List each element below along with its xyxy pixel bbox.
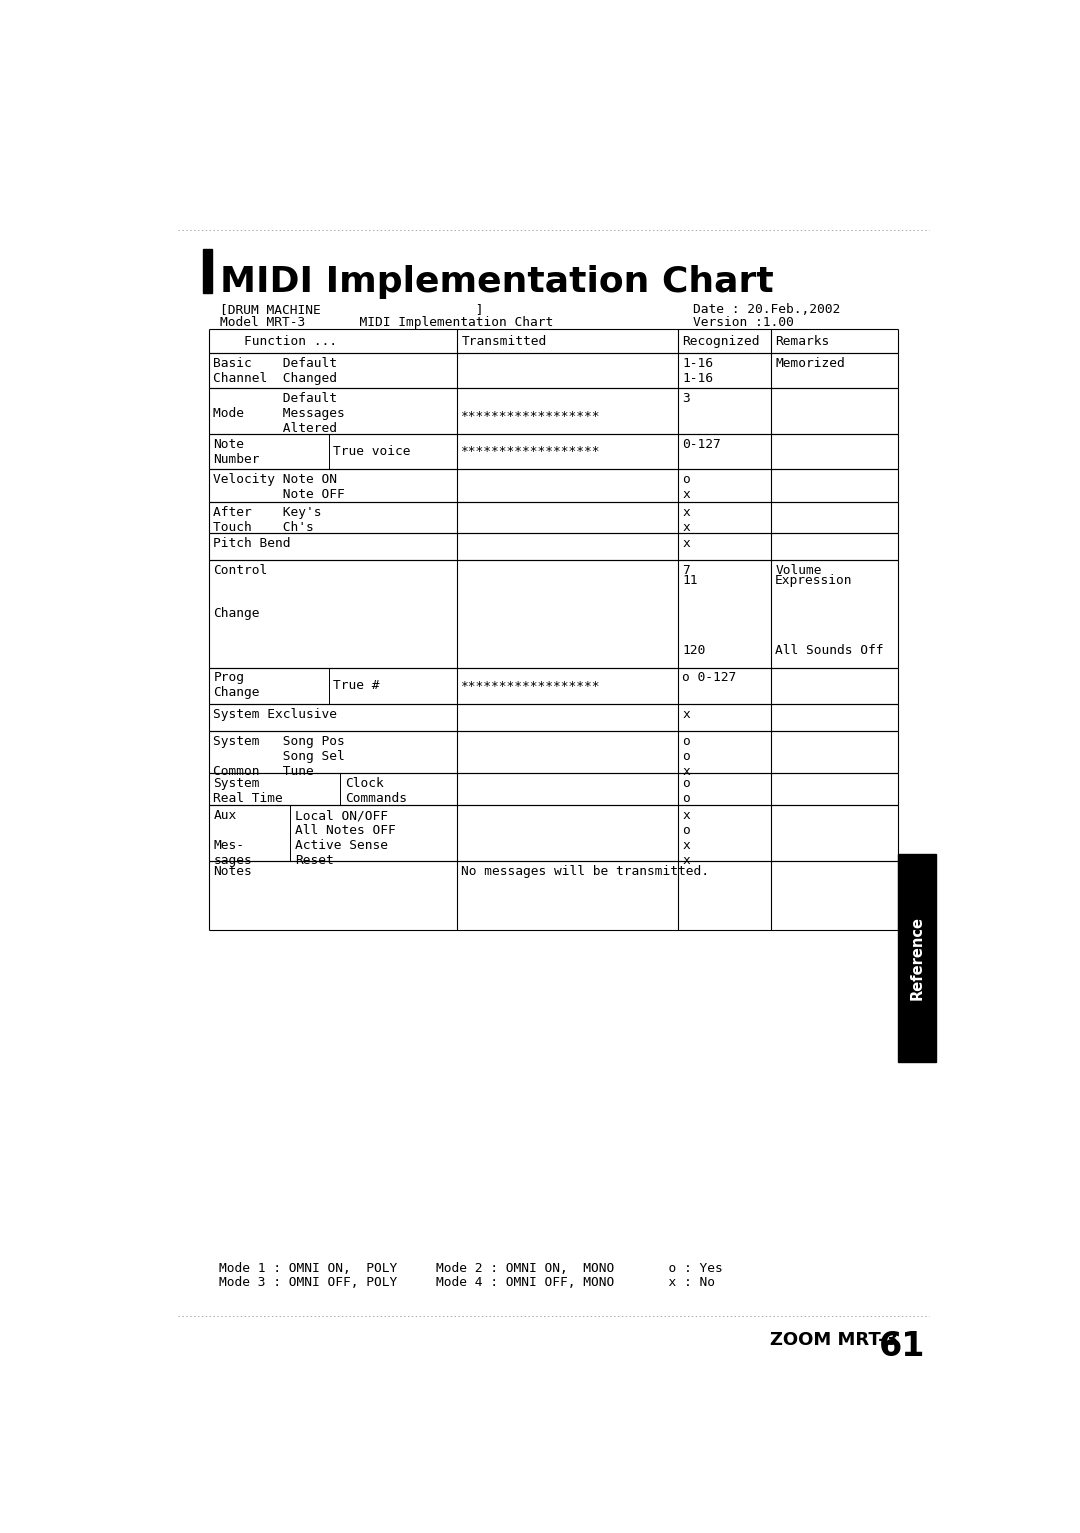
Text: x
x: x x	[683, 506, 690, 533]
Text: 120: 120	[683, 644, 705, 656]
Text: True voice: True voice	[334, 445, 410, 458]
Text: No messages will be transmitted.: No messages will be transmitted.	[461, 865, 710, 877]
Text: o
x: o x	[683, 472, 690, 501]
Text: System   Song Pos
         Song Sel
Common   Tune: System Song Pos Song Sel Common Tune	[213, 734, 345, 777]
Text: 3: 3	[683, 392, 690, 405]
Text: Expression: Expression	[775, 573, 852, 587]
Text: Prog
Change: Prog Change	[213, 671, 260, 699]
Text: ******************: ******************	[461, 445, 600, 458]
Text: Default
Mode     Messages
         Altered: Default Mode Messages Altered	[213, 392, 345, 435]
Text: Notes: Notes	[213, 865, 252, 877]
Text: o
o: o o	[683, 777, 690, 805]
Text: 61: 61	[879, 1329, 926, 1363]
Text: x: x	[683, 708, 690, 721]
Text: After    Key's
Touch    Ch's: After Key's Touch Ch's	[213, 506, 322, 533]
Text: Note
Number: Note Number	[213, 438, 260, 466]
Text: Function ...: Function ...	[213, 334, 337, 348]
Text: Volume: Volume	[775, 564, 822, 576]
Text: 11: 11	[683, 573, 698, 587]
Text: Clock
Commands: Clock Commands	[345, 777, 407, 805]
Text: [DRUM MACHINE                    ]: [DRUM MACHINE ]	[220, 304, 484, 316]
Text: Basic    Default
Channel  Changed: Basic Default Channel Changed	[213, 357, 337, 385]
Text: Recognized: Recognized	[683, 334, 759, 348]
Bar	[203, 250, 212, 293]
Text: x
o
x
x: x o x x	[683, 809, 690, 868]
Text: ******************: ******************	[461, 681, 600, 693]
Text: Date : 20.Feb.,2002: Date : 20.Feb.,2002	[693, 304, 840, 316]
Text: Reference: Reference	[909, 915, 924, 1000]
Text: Mode 1 : OMNI ON,  POLY     Mode 2 : OMNI ON,  MONO       o : Yes: Mode 1 : OMNI ON, POLY Mode 2 : OMNI ON,…	[218, 1262, 723, 1275]
Text: Local ON/OFF
All Notes OFF
Active Sense
Reset: Local ON/OFF All Notes OFF Active Sense …	[295, 809, 395, 868]
Text: Change: Change	[213, 607, 260, 621]
Text: True #: True #	[334, 679, 380, 691]
Text: Remarks: Remarks	[775, 334, 829, 348]
Text: o 0-127: o 0-127	[683, 671, 737, 684]
Text: ZOOM MRT-3: ZOOM MRT-3	[770, 1331, 905, 1349]
Text: 0-127: 0-127	[683, 438, 721, 451]
Text: MIDI Implementation Chart: MIDI Implementation Chart	[220, 265, 774, 299]
Text: Pitch Bend: Pitch Bend	[213, 537, 291, 550]
Text: ******************: ******************	[461, 411, 600, 423]
Text: o
o
x: o o x	[683, 734, 690, 777]
Text: Mode 3 : OMNI OFF, POLY     Mode 4 : OMNI OFF, MONO       x : No: Mode 3 : OMNI OFF, POLY Mode 4 : OMNI OF…	[218, 1275, 715, 1289]
Text: System Exclusive: System Exclusive	[213, 708, 337, 721]
Text: System
Real Time: System Real Time	[213, 777, 283, 805]
Text: x: x	[683, 537, 690, 550]
Text: Velocity Note ON
         Note OFF: Velocity Note ON Note OFF	[213, 472, 345, 501]
Text: 1-16
1-16: 1-16 1-16	[683, 357, 713, 385]
Text: Transmitted: Transmitted	[461, 334, 546, 348]
Text: Model MRT-3       MIDI Implementation Chart: Model MRT-3 MIDI Implementation Chart	[220, 316, 554, 330]
Text: Version :1.00: Version :1.00	[693, 316, 794, 330]
Text: Memorized: Memorized	[775, 357, 845, 369]
Text: Aux

Mes-
sages: Aux Mes- sages	[213, 809, 252, 868]
Bar	[899, 854, 935, 1062]
Text: Control: Control	[213, 564, 268, 576]
Text: All Sounds Off: All Sounds Off	[775, 644, 883, 656]
Text: 7: 7	[683, 564, 690, 576]
